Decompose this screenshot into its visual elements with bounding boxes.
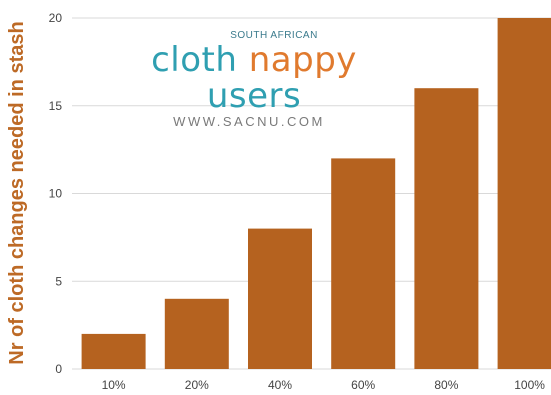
logo-main-text: cloth nappy users <box>124 42 384 114</box>
logo-word-users: users <box>206 76 302 116</box>
bar <box>248 228 312 369</box>
x-tick-labels: 10% 20% 40% 60% 80% 100% <box>102 378 546 392</box>
x-tick-label: 20% <box>185 378 209 392</box>
y-tick-label: 15 <box>49 99 63 113</box>
bar <box>164 298 229 369</box>
y-tick-labels: 0 5 10 15 20 <box>49 11 63 376</box>
bar <box>497 18 551 369</box>
bar <box>414 88 479 369</box>
y-tick-label: 0 <box>55 362 62 376</box>
logo-url: WWW.SACNU.COM <box>173 114 325 129</box>
logo-word-cloth: cloth <box>151 40 238 80</box>
bar <box>331 158 396 369</box>
logo-watermark: SOUTH AFRICAN cloth nappy users WWW.SACN… <box>124 30 384 130</box>
logo-word-nappy: nappy <box>248 40 357 80</box>
logo-top-text: SOUTH AFRICAN <box>230 30 318 41</box>
x-tick-label: 60% <box>351 378 375 392</box>
x-tick-label: 40% <box>268 378 292 392</box>
x-tick-label: 100% <box>514 378 545 392</box>
bar <box>81 333 146 369</box>
y-tick-label: 5 <box>55 274 62 288</box>
x-tick-label: 10% <box>102 378 126 392</box>
y-axis-label: Nr of cloth changes needed in stash <box>6 21 28 365</box>
bars <box>81 18 551 369</box>
x-tick-label: 80% <box>434 378 458 392</box>
y-tick-label: 10 <box>49 187 63 201</box>
y-tick-label: 20 <box>49 11 63 25</box>
